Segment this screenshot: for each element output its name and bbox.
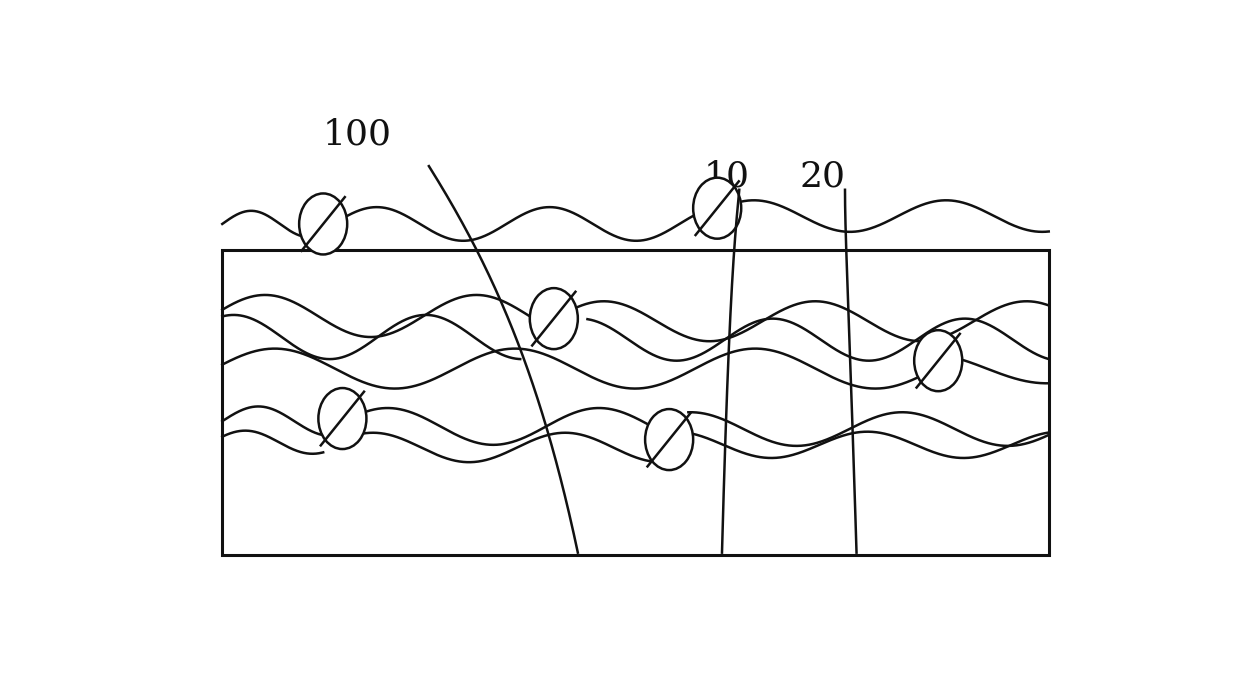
Ellipse shape xyxy=(914,330,962,391)
Ellipse shape xyxy=(693,178,742,238)
Ellipse shape xyxy=(529,288,578,349)
Ellipse shape xyxy=(299,193,347,255)
Bar xyxy=(222,250,1049,555)
Text: 10: 10 xyxy=(704,160,750,193)
Ellipse shape xyxy=(645,409,693,470)
Ellipse shape xyxy=(319,388,367,449)
Text: 100: 100 xyxy=(322,117,392,152)
Text: 20: 20 xyxy=(800,160,846,193)
